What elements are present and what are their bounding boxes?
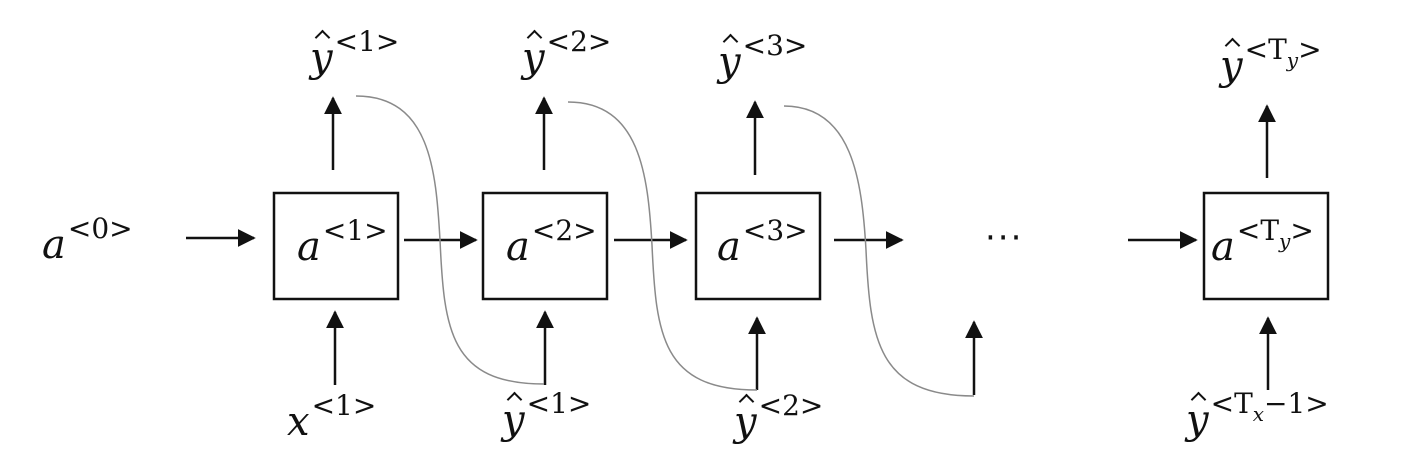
output-label-1: y<1> [310, 25, 400, 81]
cell-label-final: a<Ty> [1211, 214, 1314, 270]
feedback-curve-1 [355, 95, 545, 385]
rnn-cell-1 [272, 191, 400, 301]
input-label-final: y<Tx−1> [1186, 387, 1329, 443]
cell-label-3: a<3> [717, 214, 808, 270]
output-label-final: y<Ty> [1220, 33, 1322, 89]
input-label-2: y<1> [502, 387, 592, 443]
rnn-cell-2 [481, 191, 609, 301]
output-label-3: y<3> [718, 29, 808, 85]
label-a0: a<0> [42, 212, 133, 268]
rnn-cell-final [1202, 191, 1330, 301]
feedback-curve-2 [567, 101, 758, 391]
input-label-1: x<1> [287, 389, 377, 445]
feedback-curve-3 [783, 105, 975, 397]
input-label-3: y<2> [734, 389, 824, 445]
rnn-cell-3 [694, 191, 822, 301]
output-label-2: y<2> [522, 25, 612, 81]
cell-label-1: a<1> [297, 214, 388, 270]
cell-label-2: a<2> [506, 214, 597, 270]
ellipsis: ··· [985, 218, 1024, 258]
